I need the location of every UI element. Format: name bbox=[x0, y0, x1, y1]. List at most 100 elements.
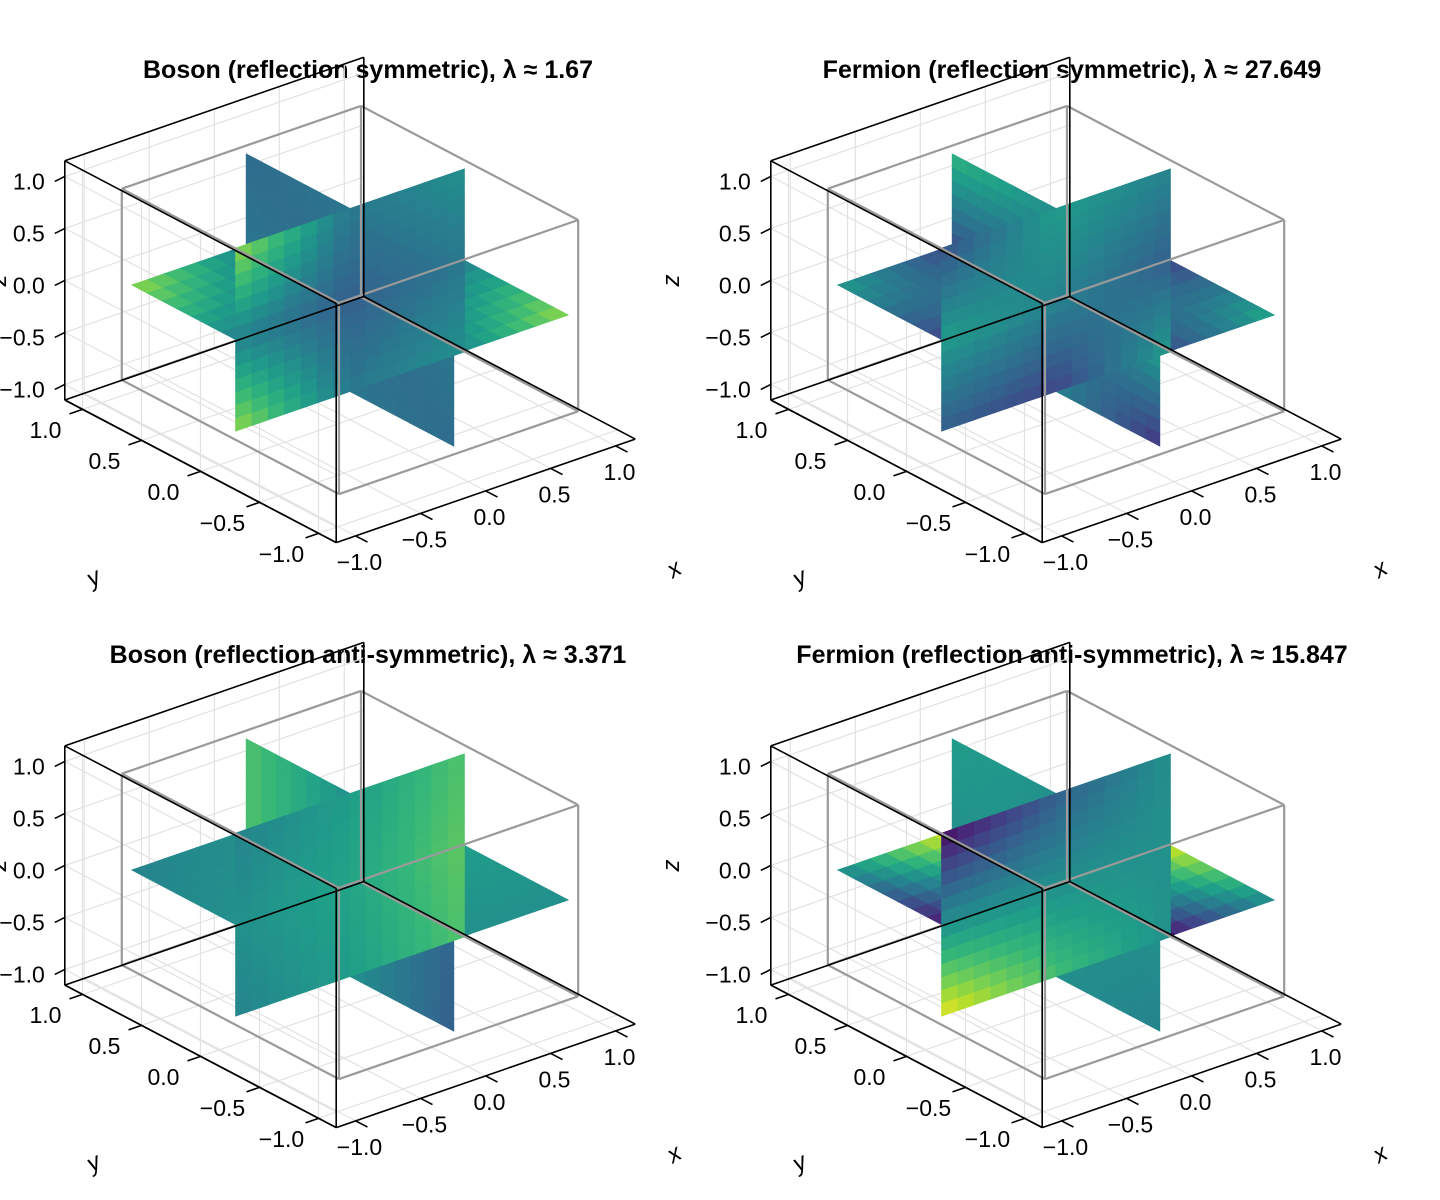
axis-spine bbox=[64, 399, 337, 544]
z-tick-mark bbox=[54, 760, 66, 768]
y-tick-mark bbox=[246, 501, 260, 508]
z-axis-ticks: −1.0 −0.5 0.0 0.5 1.0 bbox=[705, 753, 772, 987]
x-tick-label: 0.5 bbox=[1245, 482, 1277, 508]
x-tick-mark bbox=[1256, 467, 1269, 476]
frame-edge bbox=[360, 881, 579, 998]
slice-cell bbox=[1153, 168, 1171, 189]
x-tick-label: −0.5 bbox=[402, 1112, 447, 1138]
slice-cell bbox=[245, 153, 262, 176]
frame-edge bbox=[121, 689, 362, 775]
z-tick-label: 1.0 bbox=[13, 753, 45, 779]
x-tick-label: −1.0 bbox=[337, 1134, 382, 1160]
x-tick-mark bbox=[1126, 1097, 1139, 1106]
z-tick-mark bbox=[54, 227, 66, 235]
x-tick-mark bbox=[550, 1052, 563, 1061]
axis-spine bbox=[770, 56, 1071, 162]
y-tick-label: 0.5 bbox=[89, 448, 121, 474]
frame-edge bbox=[827, 104, 1068, 190]
x-tick-label: −1.0 bbox=[1043, 549, 1088, 575]
z-tick-label: −1.0 bbox=[705, 961, 750, 987]
z-tick-label: −0.5 bbox=[0, 909, 45, 935]
z-tick-mark bbox=[760, 383, 772, 391]
y-axis-label: y bbox=[80, 562, 107, 593]
z-tick-label: −0.5 bbox=[705, 909, 750, 935]
z-tick-label: 1.0 bbox=[13, 168, 45, 194]
axis-spine bbox=[64, 295, 365, 401]
x-tick-label: 0.0 bbox=[474, 504, 506, 530]
frame-front bbox=[121, 104, 580, 496]
y-tick-label: −1.0 bbox=[259, 541, 304, 567]
frame-edge bbox=[1044, 218, 1285, 304]
slice-cell bbox=[447, 168, 465, 189]
axis-spine bbox=[770, 160, 1043, 305]
axis-spine bbox=[1069, 880, 1342, 1025]
frame-edge bbox=[1066, 104, 1285, 221]
slice-cell bbox=[1153, 753, 1171, 774]
frame-edge bbox=[360, 689, 579, 806]
gridline bbox=[64, 709, 364, 815]
axis-spine bbox=[64, 56, 365, 162]
y-tick-mark bbox=[187, 1055, 201, 1062]
axis-spine bbox=[64, 880, 365, 986]
axis-spine bbox=[64, 641, 365, 747]
z-tick-label: 0.0 bbox=[13, 857, 45, 883]
axis-spine bbox=[64, 745, 337, 890]
z-tick-mark bbox=[760, 331, 772, 339]
x-tick-mark bbox=[420, 512, 433, 521]
z-tick-label: 1.0 bbox=[719, 753, 751, 779]
frame-edge bbox=[360, 296, 579, 413]
y-tick-mark bbox=[187, 470, 201, 477]
gridline bbox=[64, 657, 364, 763]
y-tick-label: 1.0 bbox=[30, 1002, 62, 1028]
frame-edge bbox=[1066, 689, 1285, 806]
frame-edge bbox=[338, 218, 579, 304]
x-tick-mark bbox=[355, 1120, 368, 1128]
x-tick-label: −0.5 bbox=[402, 527, 447, 553]
y-tick-label: 1.0 bbox=[736, 1002, 768, 1028]
x-tick-mark bbox=[615, 445, 628, 453]
x-tick-label: 1.0 bbox=[604, 1044, 636, 1070]
frame-edge bbox=[827, 689, 1068, 775]
x-tick-label: 0.0 bbox=[474, 1089, 506, 1115]
y-tick-label: −0.5 bbox=[200, 510, 245, 536]
frame-front bbox=[827, 689, 1286, 1081]
z-tick-label: 0.5 bbox=[13, 805, 45, 831]
gridline bbox=[770, 72, 1070, 177]
y-tick-mark bbox=[952, 1086, 966, 1093]
slice-xz bbox=[235, 753, 465, 1017]
axis-spine bbox=[770, 745, 1043, 890]
y-tick-label: 0.0 bbox=[148, 479, 180, 505]
y-tick-label: −1.0 bbox=[259, 1126, 304, 1152]
z-tick-mark bbox=[54, 383, 66, 391]
frame-edge bbox=[338, 995, 579, 1081]
y-tick-mark bbox=[834, 1024, 848, 1031]
y-tick-label: 0.5 bbox=[795, 448, 827, 474]
y-axis-label: y bbox=[80, 1147, 107, 1178]
x-tick-mark bbox=[485, 490, 498, 498]
gridline bbox=[770, 657, 1070, 763]
y-tick-label: 0.0 bbox=[854, 479, 886, 505]
x-tick-label: 0.0 bbox=[1180, 504, 1212, 530]
x-tick-mark bbox=[615, 1030, 628, 1038]
z-tick-label: 0.0 bbox=[719, 857, 751, 883]
axis-spine bbox=[335, 438, 636, 544]
chart-title: Fermion (reflection anti-symmetric), λ ≈… bbox=[796, 641, 1347, 669]
x-tick-label: −1.0 bbox=[1043, 1134, 1088, 1160]
y-axis-ticks: −1.0 −0.5 0.0 0.5 1.0 bbox=[736, 993, 1025, 1152]
z-tick-label: 0.0 bbox=[13, 272, 45, 298]
x-tick-mark bbox=[420, 1097, 433, 1106]
z-tick-mark bbox=[760, 760, 772, 768]
frame-edge bbox=[121, 104, 362, 190]
z-tick-label: −0.5 bbox=[0, 324, 45, 350]
y-tick-mark bbox=[893, 470, 907, 477]
z-tick-mark bbox=[760, 916, 772, 924]
frame-edge bbox=[1066, 296, 1285, 413]
slice-cell bbox=[951, 738, 968, 761]
y-tick-mark bbox=[893, 1055, 907, 1062]
z-tick-mark bbox=[760, 812, 772, 820]
frame-edge bbox=[827, 187, 1046, 304]
z-tick-mark bbox=[760, 968, 772, 976]
x-axis-ticks: −1.0 −0.5 0.0 0.5 1.0 bbox=[1043, 1030, 1342, 1160]
y-tick-mark bbox=[775, 408, 789, 415]
x-tick-label: 1.0 bbox=[1310, 1044, 1342, 1070]
